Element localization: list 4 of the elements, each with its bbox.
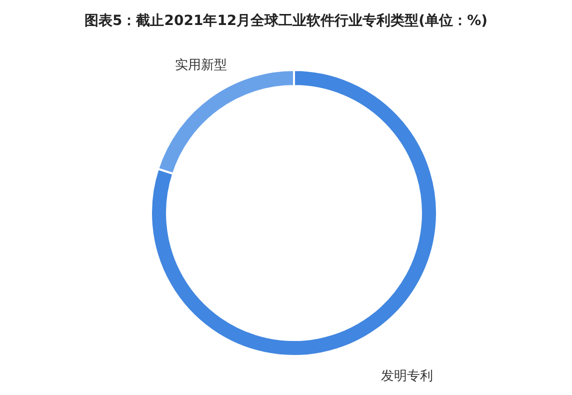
slice-label: 实用新型 <box>175 58 228 74</box>
donut-slice <box>150 69 438 357</box>
slice-label: 发明专利 <box>380 368 433 384</box>
chart-title: 图表5：截止2021年12月全球工业软件行业专利类型(单位：%) <box>83 12 488 30</box>
